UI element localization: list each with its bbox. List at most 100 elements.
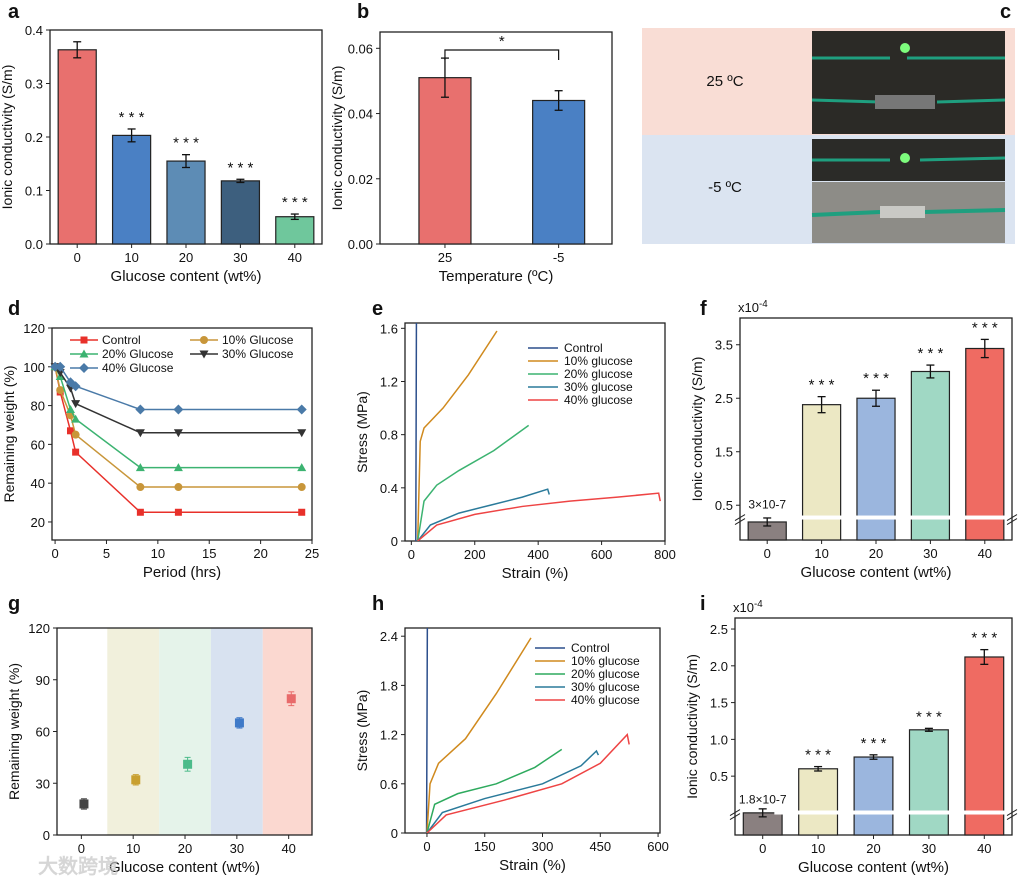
y-axis-title: Remaining weight (%)	[1, 366, 17, 503]
marker-circle	[174, 483, 183, 492]
marker-square	[66, 427, 74, 435]
significance-stars: * * *	[282, 194, 308, 211]
marker-diamond	[79, 363, 89, 373]
x-tick-label: 20	[866, 841, 880, 856]
legend-label: 20% glucose	[571, 667, 640, 681]
significance-stars: * * *	[972, 319, 998, 336]
legend-label: Control	[571, 641, 610, 655]
y-tick-label: 0.06	[348, 41, 373, 56]
x-tick-label: 20	[253, 546, 267, 561]
y-axis-title: Remaining weight (%)	[6, 663, 22, 800]
axis-break-mark	[1006, 809, 1018, 816]
legend-label: 30% Glucose	[222, 347, 294, 361]
x-tick-label: 30	[233, 250, 247, 265]
y-tick-label: 120	[23, 321, 45, 336]
x-tick-label: 30	[923, 546, 937, 561]
series-line-20-glucose	[54, 366, 302, 469]
x-tick-label: 30	[230, 841, 244, 856]
y-tick-label: 1.2	[380, 374, 398, 389]
wire	[919, 156, 1006, 162]
bar-40	[964, 656, 1005, 836]
bar-10	[801, 404, 842, 541]
x-tick-label: 800	[654, 547, 676, 562]
led-lit	[900, 153, 910, 163]
marker-triangle-down	[297, 429, 307, 438]
x-tick-label: 0	[764, 546, 771, 561]
series-line-control	[415, 323, 418, 541]
plot-frame-d	[51, 327, 313, 541]
x-tick-label: 10	[814, 546, 828, 561]
y-tick-label: 1.5	[715, 445, 733, 460]
data-point-30	[234, 718, 244, 728]
y-tick-label: 1.6	[380, 321, 398, 336]
y-tick-label: 0.3	[25, 77, 43, 92]
marker-triangle	[65, 404, 75, 413]
led-lit	[900, 43, 910, 53]
legend-label: Control	[102, 333, 141, 347]
y-tick-label: 0.6	[380, 777, 398, 792]
bar-25	[418, 77, 472, 245]
significance-stars: * * *	[805, 747, 831, 764]
x-tick-label: 200	[464, 547, 486, 562]
y-tick-label: 30	[36, 776, 50, 791]
marker-circle	[297, 483, 306, 492]
hydrogel-sample	[880, 206, 925, 218]
y-tick-label: 40	[31, 476, 45, 491]
marker-triangle	[173, 463, 183, 472]
y-axis-title: Ionic conductivity (S/m)	[0, 65, 15, 210]
x-tick-label: 40	[281, 841, 295, 856]
significance-stars: * * *	[861, 735, 887, 752]
y-tick-label: 0.04	[348, 107, 373, 122]
marker-triangle	[71, 414, 81, 423]
marker-circle	[71, 430, 80, 439]
y-tick-label: 0.5	[715, 498, 733, 513]
marker-circle	[200, 336, 208, 344]
data-point-20	[183, 759, 193, 769]
bar-10	[798, 768, 839, 836]
bar-10	[111, 134, 152, 245]
y-tick-label: 0.2	[25, 130, 43, 145]
marker-square	[136, 508, 144, 516]
shaded-band	[262, 628, 312, 835]
panel-label-h: h	[372, 593, 384, 615]
bar-30	[908, 729, 949, 836]
series-line-40-glucose	[426, 733, 630, 833]
axis-break-mark	[734, 518, 746, 525]
legend-label: 10% glucose	[564, 354, 633, 368]
x-tick-label: 0	[759, 841, 766, 856]
x-tick-label: 10	[811, 841, 825, 856]
axis-break-mark	[734, 514, 746, 521]
legend-label: 40% Glucose	[102, 361, 174, 375]
data-point-10	[131, 775, 141, 785]
series-line-10-glucose	[426, 637, 532, 833]
marker-triangle-down	[199, 350, 209, 359]
panel-label-c: c	[1000, 1, 1011, 23]
hydrogel-sample	[875, 95, 935, 109]
x-tick-label: 0	[51, 546, 58, 561]
plot-frame-b	[379, 31, 613, 245]
wire	[811, 98, 881, 104]
y-tick-label: 1.5	[710, 696, 728, 711]
x-tick-label: 10	[151, 546, 165, 561]
series-line-10-glucose	[416, 330, 498, 541]
x-tick-label: 40	[977, 841, 991, 856]
panel-label-e: e	[372, 298, 383, 320]
axis-break-mark	[1006, 514, 1018, 521]
y-tick-label: 1.2	[380, 728, 398, 743]
x-axis-title: Strain (%)	[502, 565, 569, 582]
bar-40	[275, 216, 315, 245]
bar-30	[910, 370, 951, 541]
x-tick-label: 5	[103, 546, 110, 561]
photo-panel	[642, 28, 1015, 244]
legend-label: 40% glucose	[564, 393, 633, 407]
marker-diamond	[173, 404, 184, 415]
bar-20	[166, 160, 206, 245]
x-tick-label: 400	[527, 547, 549, 562]
plot-frame-h	[404, 627, 661, 834]
marker-diamond	[50, 361, 61, 372]
y-axis-title: Ionic conductivity (S/m)	[329, 66, 345, 211]
legend-label: 20% glucose	[564, 367, 633, 381]
axis-break-band	[778, 515, 1008, 520]
x-axis-title: Glucose content (wt%)	[109, 859, 260, 876]
